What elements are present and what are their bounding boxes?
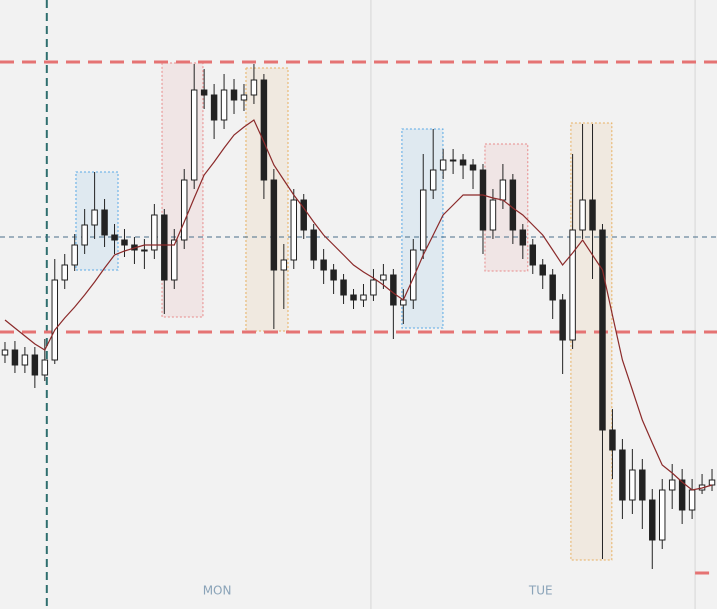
candle-body <box>658 489 666 541</box>
candle-body <box>220 89 228 121</box>
candle-body <box>280 259 288 271</box>
candle-body <box>11 349 19 366</box>
candle-body <box>459 159 467 166</box>
candle-body <box>151 214 158 251</box>
candle-body <box>380 274 387 281</box>
candle-body <box>499 179 507 201</box>
candle-body <box>429 169 437 191</box>
candle-body <box>230 89 238 101</box>
candle-body <box>310 229 317 261</box>
candle-body <box>668 479 676 491</box>
moving-average <box>4 119 713 491</box>
candle-body <box>340 279 347 296</box>
candle-body <box>81 224 88 246</box>
candle-body <box>91 209 98 226</box>
candle-body <box>449 159 457 162</box>
candle-body <box>419 189 427 251</box>
candle-body <box>489 199 497 231</box>
candle-body <box>161 214 168 281</box>
candle-body <box>589 199 596 231</box>
candle-body <box>171 239 178 281</box>
candle-body <box>320 259 327 271</box>
candle-body <box>678 479 686 511</box>
candle-body <box>529 244 537 266</box>
candle-body <box>270 179 278 271</box>
candle-body <box>141 249 148 252</box>
candle-body <box>360 294 367 301</box>
candle-body <box>609 429 616 451</box>
candle-body <box>71 244 78 266</box>
candle-body <box>180 179 188 241</box>
candle-body <box>569 229 576 341</box>
candle-body <box>708 479 716 486</box>
candle-body <box>190 89 198 181</box>
candle-body <box>1 349 9 356</box>
candle-body <box>439 159 447 171</box>
candle-body <box>51 279 59 361</box>
candle-body <box>300 199 307 231</box>
candle-body <box>21 354 29 366</box>
candle-body <box>519 229 527 246</box>
candle-body <box>41 359 49 376</box>
candle-body <box>240 94 248 101</box>
candle-body <box>400 299 407 306</box>
candle-body <box>260 79 268 181</box>
candle-body <box>479 169 487 231</box>
candle-body <box>350 294 357 301</box>
candle-body <box>509 179 517 231</box>
candle-body <box>290 199 298 261</box>
candle-body <box>469 164 477 171</box>
candle-body <box>31 354 39 376</box>
candle-body <box>649 499 656 541</box>
candle-body <box>370 279 377 296</box>
candle-body <box>619 449 626 501</box>
candle-body <box>410 249 417 301</box>
candle-body <box>111 234 118 241</box>
candle-body <box>549 274 556 301</box>
candle-body <box>639 469 646 501</box>
candle-body <box>599 229 606 431</box>
candle-body <box>539 264 546 276</box>
candle-body <box>688 489 696 511</box>
candle-body <box>629 469 636 501</box>
x-tick-label: TUE <box>528 584 553 598</box>
candle-body <box>61 264 68 281</box>
candle-body <box>390 274 397 306</box>
candle-body <box>121 239 128 246</box>
candle-body <box>210 94 218 121</box>
candle-body <box>101 209 108 236</box>
candle-body <box>559 299 566 341</box>
candle-body <box>200 89 208 96</box>
x-tick-label: MON <box>203 584 232 598</box>
candle-body <box>250 79 258 96</box>
candle-body <box>330 269 337 281</box>
candle-body <box>579 199 586 231</box>
